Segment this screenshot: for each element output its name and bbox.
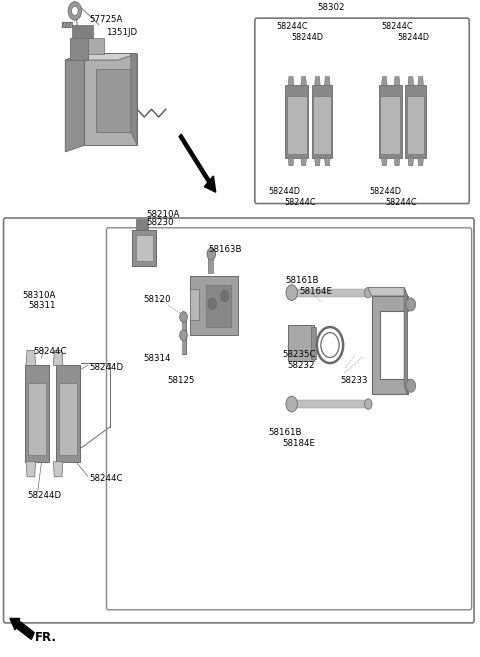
Text: 58314: 58314 — [144, 353, 171, 363]
Text: 58164E: 58164E — [300, 287, 333, 296]
Circle shape — [364, 287, 372, 298]
Polygon shape — [288, 325, 314, 361]
Polygon shape — [313, 97, 331, 154]
Polygon shape — [72, 26, 93, 39]
Text: 58232: 58232 — [287, 361, 314, 370]
Circle shape — [180, 330, 187, 340]
FancyArrow shape — [10, 618, 34, 639]
Polygon shape — [301, 158, 306, 166]
Text: 58161B: 58161B — [269, 428, 302, 438]
Polygon shape — [26, 350, 36, 365]
Text: 57725A: 57725A — [89, 15, 122, 24]
Polygon shape — [65, 53, 84, 152]
Text: 1351JD: 1351JD — [106, 28, 137, 37]
Circle shape — [286, 396, 298, 412]
Polygon shape — [26, 462, 36, 477]
Polygon shape — [311, 327, 316, 359]
Polygon shape — [28, 383, 46, 455]
Polygon shape — [53, 462, 63, 477]
Polygon shape — [418, 77, 423, 85]
Polygon shape — [394, 77, 400, 85]
Text: 58235C: 58235C — [282, 350, 316, 359]
Circle shape — [68, 2, 82, 20]
Circle shape — [180, 311, 187, 322]
Polygon shape — [404, 287, 408, 394]
Polygon shape — [131, 53, 137, 145]
Polygon shape — [25, 365, 49, 462]
Polygon shape — [288, 158, 294, 166]
Polygon shape — [418, 158, 423, 166]
Polygon shape — [407, 97, 424, 154]
Polygon shape — [56, 365, 80, 462]
Polygon shape — [136, 235, 153, 261]
Polygon shape — [96, 68, 131, 132]
Polygon shape — [324, 158, 330, 166]
Polygon shape — [382, 77, 387, 85]
Polygon shape — [205, 285, 231, 327]
Text: 58244D: 58244D — [89, 363, 123, 373]
Text: 58244D: 58244D — [292, 34, 324, 42]
Polygon shape — [368, 287, 408, 296]
Circle shape — [364, 399, 372, 409]
Polygon shape — [65, 53, 137, 60]
Polygon shape — [88, 39, 104, 53]
Polygon shape — [53, 350, 63, 365]
Polygon shape — [285, 85, 308, 158]
FancyArrow shape — [179, 134, 216, 193]
Circle shape — [220, 290, 229, 302]
Text: 58310A: 58310A — [22, 290, 56, 300]
Text: 58244C: 58244C — [89, 474, 123, 483]
Polygon shape — [382, 158, 387, 166]
Polygon shape — [408, 77, 414, 85]
Bar — [62, 22, 72, 28]
Text: 58244C: 58244C — [285, 198, 316, 207]
Text: 58311: 58311 — [28, 301, 56, 310]
Text: 58244D: 58244D — [397, 34, 429, 42]
Text: 58125: 58125 — [167, 376, 195, 385]
Polygon shape — [59, 383, 77, 455]
Text: 58233: 58233 — [340, 376, 368, 385]
Text: FR.: FR. — [35, 631, 57, 645]
Text: 58302: 58302 — [317, 3, 345, 12]
Polygon shape — [315, 158, 320, 166]
Text: 58244D: 58244D — [27, 491, 61, 499]
Polygon shape — [288, 77, 294, 85]
Polygon shape — [380, 97, 400, 154]
Polygon shape — [70, 39, 88, 60]
Text: 58210A: 58210A — [147, 210, 180, 219]
Circle shape — [286, 284, 298, 300]
Text: 58244C: 58244C — [381, 22, 413, 31]
Circle shape — [208, 298, 216, 309]
Text: 58120: 58120 — [144, 294, 171, 304]
Circle shape — [406, 298, 416, 311]
Polygon shape — [324, 77, 330, 85]
Text: 58244D: 58244D — [269, 187, 300, 196]
Text: 58161B: 58161B — [286, 277, 319, 285]
Circle shape — [72, 7, 78, 16]
Text: 58230: 58230 — [147, 218, 174, 227]
Polygon shape — [132, 231, 156, 267]
Text: 58244C: 58244C — [33, 347, 67, 356]
Text: 58244D: 58244D — [369, 187, 401, 196]
Text: 58244C: 58244C — [276, 22, 308, 31]
Polygon shape — [84, 53, 137, 145]
Polygon shape — [136, 219, 148, 231]
Text: 58163B: 58163B — [209, 245, 242, 254]
Text: 58244C: 58244C — [385, 198, 417, 207]
Polygon shape — [372, 296, 408, 394]
Polygon shape — [379, 85, 402, 158]
Polygon shape — [190, 289, 199, 320]
Polygon shape — [287, 97, 307, 154]
Polygon shape — [394, 158, 400, 166]
Polygon shape — [312, 85, 332, 158]
Circle shape — [406, 379, 416, 392]
Circle shape — [207, 248, 216, 260]
Text: 58184E: 58184E — [282, 440, 315, 449]
Polygon shape — [315, 77, 320, 85]
Polygon shape — [408, 158, 414, 166]
Polygon shape — [405, 85, 426, 158]
Polygon shape — [190, 277, 238, 335]
Polygon shape — [301, 77, 306, 85]
